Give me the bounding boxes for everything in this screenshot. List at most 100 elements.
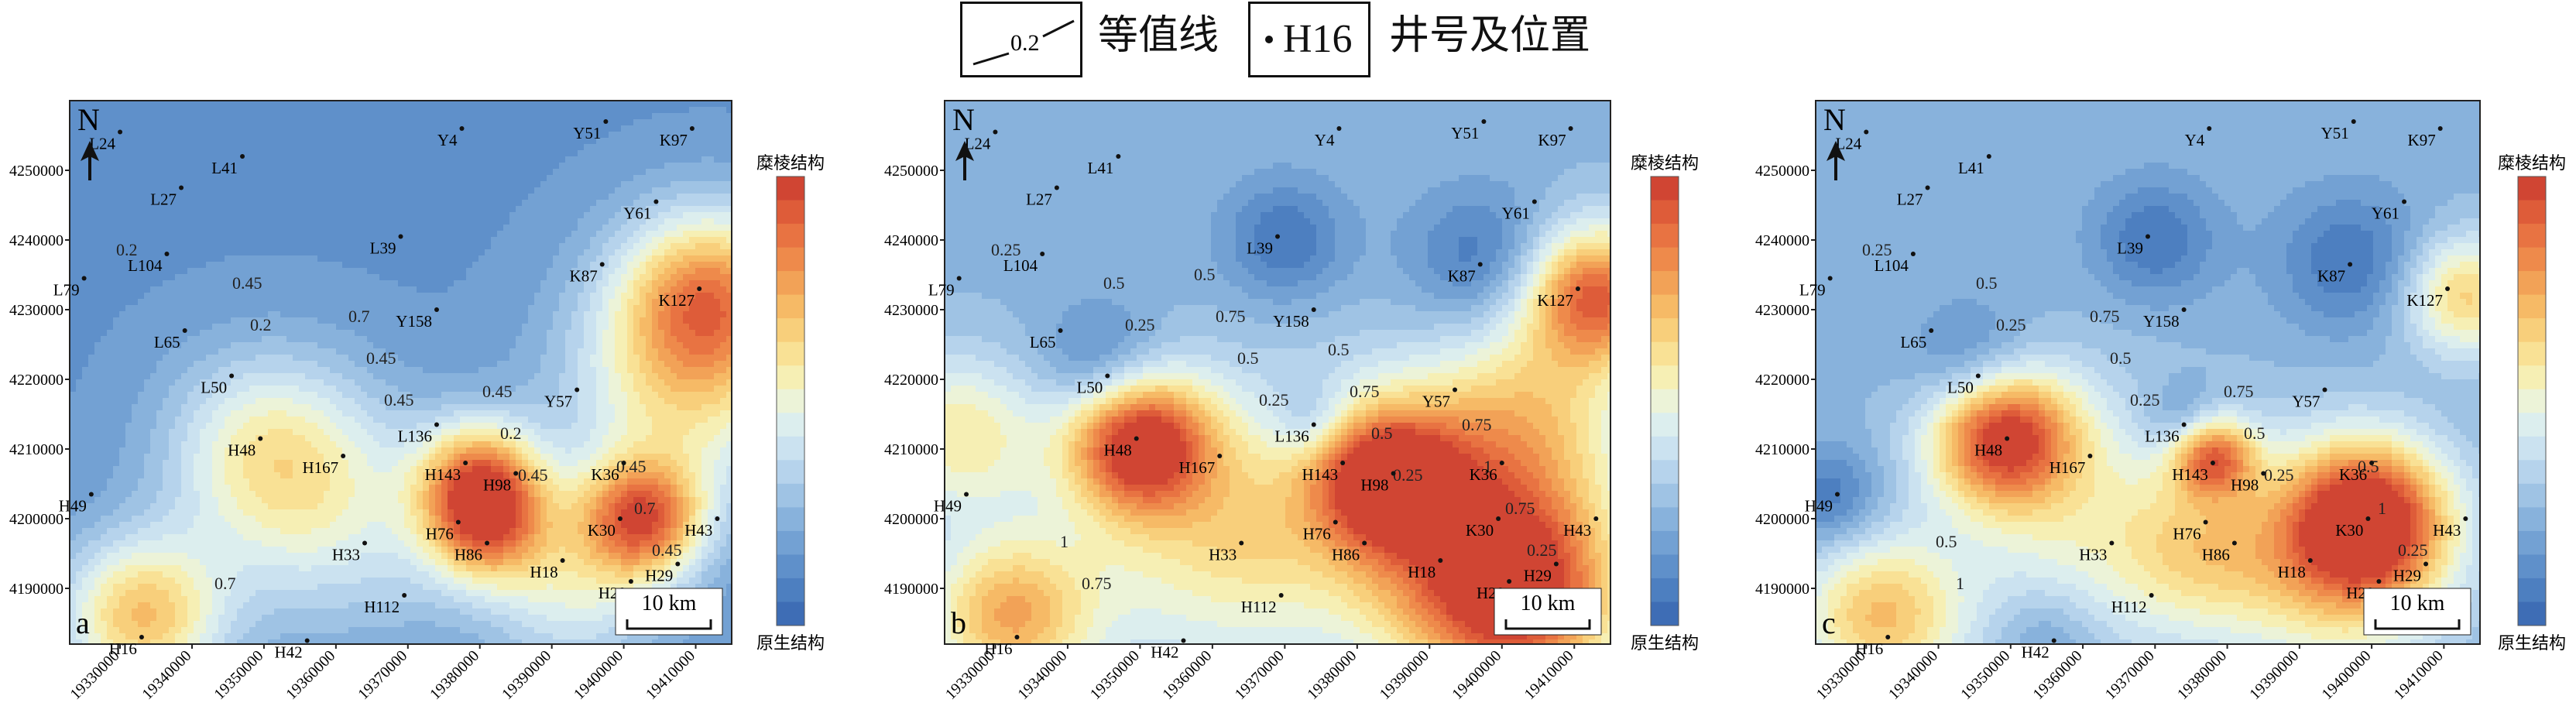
contour-label: 0.25: [2264, 465, 2294, 485]
map-panel-c: 0.25 0.25 0.25 0.25 0.25 0.5 0.5 0.5 1 1 0.75 0.75 0…: [1755, 100, 2566, 703]
colorbar-step: [1651, 341, 1679, 366]
colorbar-step: [777, 413, 804, 437]
contour-label: 0.75: [1216, 307, 1246, 326]
colorbar-step: [1651, 224, 1679, 249]
well-label: H48: [228, 441, 256, 460]
well-label: H86: [454, 546, 482, 564]
well-dot: [2231, 540, 2237, 546]
well-dot: [1827, 276, 1833, 281]
well-label: K97: [660, 131, 688, 149]
well-label: H33: [2079, 546, 2107, 564]
panel-letter: b: [951, 605, 966, 640]
contour-label: 0.5: [2110, 348, 2132, 368]
colorbar-step: [1651, 507, 1679, 532]
colorbar-bottom-label: 原生结构: [2498, 633, 2566, 653]
well-dot: [1278, 593, 1284, 598]
well-dot: [560, 558, 565, 563]
well-label: H43: [684, 521, 712, 540]
well-label: H112: [2111, 598, 2147, 616]
well-label: Y158: [1273, 312, 1309, 331]
well-label: H43: [2433, 521, 2461, 540]
well-label: H98: [1360, 476, 1388, 495]
y-tick-label: 4220000: [1755, 372, 1809, 389]
well-label: H48: [1974, 441, 2002, 460]
well-label: Y4: [2185, 131, 2205, 149]
scale-bar-label: 10 km: [1521, 591, 1576, 615]
contour-label: 1: [1484, 457, 1492, 476]
well-dot: [1333, 519, 1338, 525]
well-dot: [81, 276, 87, 281]
x-tick-label: 19410000: [2391, 647, 2447, 703]
colorbar-step: [1651, 200, 1679, 225]
well-label: L27: [150, 190, 177, 209]
well-dot: [1575, 286, 1580, 291]
well-label: K36: [1470, 465, 1497, 484]
well-label: H29: [1524, 567, 1552, 585]
colorbar-step: [2518, 365, 2546, 390]
well-dot: [2109, 540, 2115, 546]
y-tick-label: 4250000: [884, 163, 938, 180]
well-dot: [993, 129, 998, 135]
well-label: Y158: [2143, 312, 2180, 331]
well-label: K127: [1537, 291, 1573, 310]
x-tick-label: 19340000: [1014, 647, 1070, 703]
well-dot: [603, 119, 609, 124]
contour-label: 0.5: [2358, 457, 2379, 476]
contour-label: 0.45: [518, 465, 548, 485]
y-tick-label: 4210000: [9, 441, 63, 458]
contour-label: 0.45: [366, 348, 396, 368]
x-tick-label: 19370000: [1232, 647, 1288, 703]
contour-label: 0.7: [214, 574, 236, 593]
contour-label: 0.75: [1350, 382, 1380, 401]
well-dot: [1040, 252, 1045, 256]
well-label: K36: [2339, 465, 2367, 484]
well-dot: [2005, 436, 2010, 441]
colorbar-step: [777, 389, 804, 413]
contour-label: 0.7: [348, 307, 370, 326]
well-dot: [513, 471, 519, 476]
contour-sample-icon: 0.2: [972, 19, 1075, 66]
well-label: H49: [934, 497, 962, 516]
colorbar-step: [1651, 271, 1679, 296]
well-label: K87: [570, 267, 598, 286]
well-dot: [240, 154, 245, 159]
well-dot: [1481, 119, 1487, 124]
well-dot: [1438, 558, 1443, 563]
contour-label: 0.25: [1393, 465, 1423, 485]
contour-label: 0.5: [1976, 273, 1998, 293]
well-label: Y4: [1315, 131, 1335, 149]
scale-bar-box: [615, 588, 723, 636]
well-dot: [2203, 519, 2208, 525]
contour-label: 0.45: [384, 390, 414, 410]
well-dot: [1116, 154, 1121, 159]
well-dot: [2423, 561, 2429, 567]
interpolated-field: [70, 101, 732, 644]
well-dot: [1496, 516, 1501, 521]
x-tick-label: 19380000: [2174, 647, 2230, 703]
x-tick-label: 19410000: [643, 647, 698, 703]
well-dot: [1885, 635, 1891, 639]
well-label: L50: [201, 379, 227, 397]
well-dot: [304, 638, 310, 643]
well-dot: [1864, 129, 1869, 135]
well-dot: [2322, 387, 2327, 392]
well-dot: [2348, 262, 2353, 267]
contour-label: 0.25: [1862, 240, 1892, 259]
x-tick-label: 19390000: [499, 647, 554, 703]
y-tick-label: 4240000: [884, 232, 938, 249]
contour-label: 0.45: [482, 382, 513, 401]
well-label: H18: [530, 563, 557, 581]
well-label: H33: [1209, 546, 1237, 564]
well-label: H112: [1241, 598, 1277, 616]
well-dot: [1986, 154, 1991, 159]
colorbar-step: [777, 341, 804, 366]
well-label: H18: [2278, 563, 2306, 581]
north-label: N: [1823, 102, 1846, 137]
well-label: L136: [1274, 427, 1309, 446]
well-label: L39: [1247, 239, 1273, 258]
well-dot: [2351, 119, 2356, 124]
well-dot: [964, 492, 969, 497]
well-label: H29: [645, 567, 673, 585]
contour-label: 1: [1060, 532, 1068, 551]
